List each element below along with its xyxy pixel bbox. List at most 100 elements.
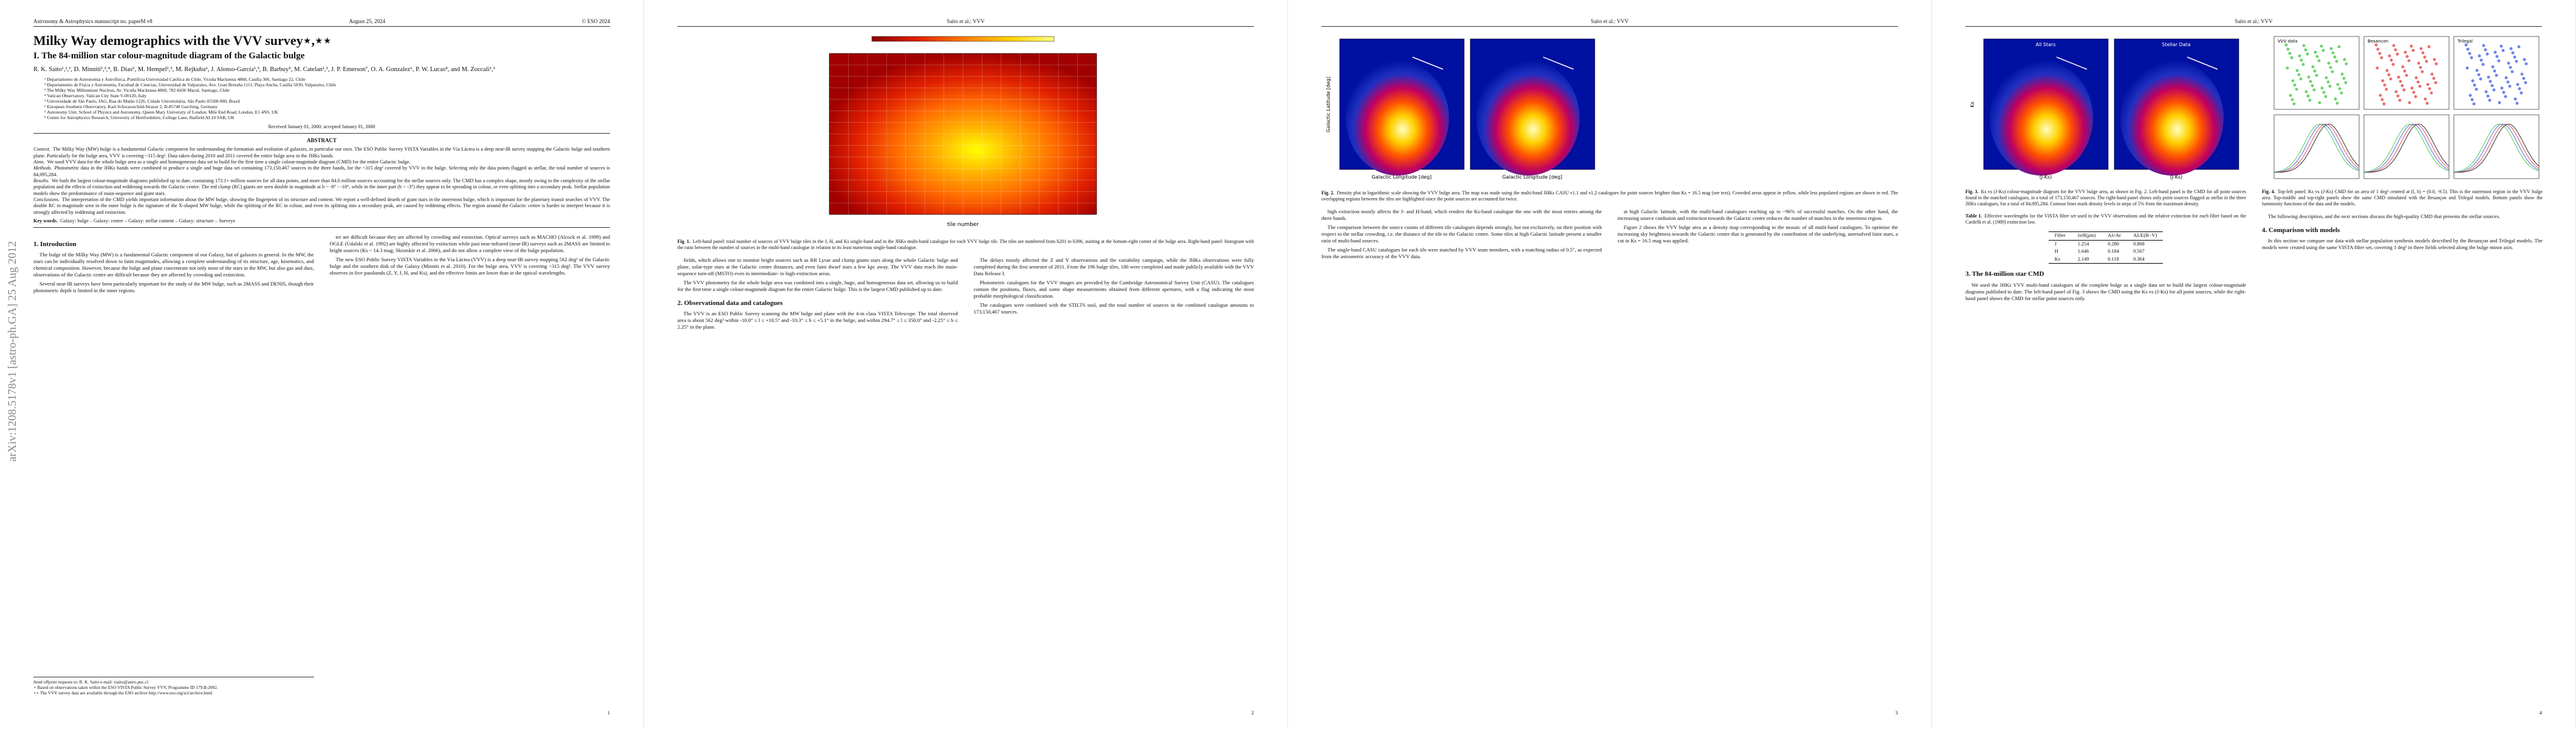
abstract-label: Conclusions. bbox=[33, 197, 60, 203]
cmd-point bbox=[2284, 43, 2288, 47]
cmd-point bbox=[2407, 59, 2411, 63]
cmd-point bbox=[2291, 79, 2295, 83]
cmd-point bbox=[2397, 75, 2400, 79]
cmd-point bbox=[2468, 94, 2472, 97]
paragraph: The VVV is an ESO Public Survey scanning… bbox=[677, 310, 958, 330]
cmd-density bbox=[1476, 60, 1580, 176]
cmd-point bbox=[2473, 83, 2476, 87]
abstract-item: Aims. We used VVV data for the whole bulg… bbox=[33, 159, 610, 165]
cmd-point bbox=[2465, 66, 2469, 70]
cmd-point bbox=[2502, 91, 2506, 94]
running-header: Saito et al.: VVV bbox=[1321, 18, 1898, 27]
table-caption: Table 1. Effective wavelengths for the VI… bbox=[1965, 213, 2246, 225]
cmd-point bbox=[2324, 95, 2328, 98]
cmd-point bbox=[2484, 90, 2488, 94]
cmd-panel bbox=[2453, 36, 2540, 110]
lf-curve bbox=[2363, 123, 2450, 173]
cmd-point bbox=[2497, 59, 2501, 63]
cmd-point bbox=[2315, 55, 2319, 58]
cmd-point bbox=[2327, 61, 2331, 65]
abstract-item: Conclusions. The interpretation of the CM… bbox=[33, 197, 610, 216]
lf-curve bbox=[2273, 123, 2360, 173]
page-number: 1 bbox=[607, 710, 610, 716]
cmd-point bbox=[2486, 94, 2490, 98]
cmd-point bbox=[2416, 80, 2420, 84]
cmd-point bbox=[2495, 55, 2499, 58]
lf-panel bbox=[2273, 114, 2360, 179]
cmd-point bbox=[2489, 80, 2492, 83]
cmd-point bbox=[2385, 87, 2388, 91]
paragraph: We used the JHKs VVV multi-band catalogu… bbox=[1965, 281, 2246, 301]
cmd-point bbox=[2419, 47, 2423, 50]
cmd-point bbox=[2504, 76, 2508, 80]
y-axis-label: Galactic Latitude [deg] bbox=[1326, 77, 1331, 132]
cmd-point bbox=[2313, 69, 2317, 73]
footnotes: Send offprint requests to: R. K. Saito e… bbox=[33, 676, 314, 696]
cmd-point bbox=[2498, 101, 2501, 104]
column: The delays mostly affected the Z and Y o… bbox=[974, 257, 1255, 333]
cmd-density bbox=[1990, 60, 2093, 176]
abstract-label: Methods. bbox=[33, 165, 52, 171]
abstract-text: We built the largest colour-magnitude di… bbox=[33, 178, 610, 196]
footnote: Send offprint requests to: R. K. Saito e… bbox=[33, 679, 148, 685]
cmd-point bbox=[2333, 55, 2337, 59]
paragraph: The following description, and the next … bbox=[2268, 213, 2501, 219]
paragraph: The new ESO Public Survey VISTA Variable… bbox=[329, 256, 611, 276]
header-center: Saito et al.: VVV bbox=[1591, 18, 1629, 24]
cmd-point bbox=[2314, 50, 2317, 54]
columns: 1. Introduction The bulge of the Milky Wa… bbox=[33, 234, 610, 296]
figure: tile number Fig. 1. Left-hand panel: total… bbox=[677, 33, 1254, 251]
cmd-point bbox=[2493, 50, 2497, 54]
caption-label: Fig. 4. bbox=[2262, 189, 2275, 194]
abstract-label: Aims. bbox=[33, 159, 45, 165]
column: at high Galactic latitude, with the mult… bbox=[1618, 208, 1899, 262]
paragraph: Photometric catalogues for the VVV image… bbox=[973, 279, 1255, 299]
cmd-point bbox=[2471, 79, 2475, 83]
section-heading: 2. Observational data and catalogues bbox=[677, 299, 783, 307]
affiliation: ⁷ Astronomy Unit, School of Physics and … bbox=[44, 109, 278, 115]
cmd-point bbox=[2329, 66, 2332, 69]
cmd-point bbox=[2380, 56, 2383, 60]
x-axis-label: tile number bbox=[947, 222, 979, 228]
cmd-point bbox=[2430, 91, 2433, 95]
cmd-point bbox=[2376, 47, 2380, 51]
cmd-point bbox=[2482, 44, 2485, 47]
cmd-point bbox=[2340, 72, 2344, 76]
cmd-point bbox=[2475, 87, 2478, 91]
cmd-point bbox=[2324, 76, 2328, 80]
cmd-point bbox=[2426, 83, 2430, 86]
keywords: Key words. Galaxy: bulge – Galaxy: center… bbox=[33, 218, 610, 224]
table-head: Filter λeff(μm) Aλ/Av Aλ/E(B−V) bbox=[2048, 231, 2163, 241]
cmd-point bbox=[2308, 98, 2312, 102]
cmd-point bbox=[2468, 52, 2472, 55]
cmd-point bbox=[2513, 97, 2517, 101]
cmd-point bbox=[2515, 101, 2519, 105]
cmd-point bbox=[2434, 81, 2437, 84]
abstract: ABSTRACT Context. The Milky Way (MW) bulge… bbox=[33, 133, 610, 228]
header-date: August 25, 2024 bbox=[349, 18, 386, 24]
header-cell: Filter bbox=[2054, 233, 2066, 238]
lf-curve bbox=[2363, 123, 2450, 173]
cmd-point bbox=[2292, 102, 2296, 106]
column: VVV data Besancon Trilegal Fig. 4. Top-left … bbox=[2262, 33, 2543, 304]
cmd-point bbox=[2309, 80, 2312, 83]
figure-caption: Fig. 2. Density plot in logarithmic scale… bbox=[1321, 190, 1898, 202]
cmd-point bbox=[2515, 60, 2518, 63]
abstract-text: We used VVV data for the whole bulge are… bbox=[47, 159, 411, 165]
cmd-point bbox=[2297, 73, 2301, 77]
cmd-point bbox=[2376, 66, 2379, 70]
cmd-point bbox=[2425, 60, 2428, 63]
cmd-density bbox=[1346, 60, 1449, 176]
cmd-point bbox=[2485, 52, 2489, 56]
paragraph: fields, which allows one to monitor brig… bbox=[677, 257, 958, 276]
arrow bbox=[2056, 56, 2088, 70]
table: Filter λeff(μm) Aλ/Av Aλ/E(B−V) J 1.254 0.280 0… bbox=[2048, 231, 2163, 264]
cmd-point bbox=[2380, 98, 2384, 101]
cmd-point bbox=[2475, 69, 2479, 72]
panel-label: Besancon bbox=[2368, 39, 2388, 44]
cell: 0.364 bbox=[2133, 256, 2145, 262]
page-number: 2 bbox=[1251, 710, 1254, 716]
cmd-point bbox=[2311, 65, 2315, 69]
affiliation: ³ The Milky Way Millennium Nucleus, Av. … bbox=[44, 87, 230, 93]
figure: VVV data Besancon Trilegal Fig. 4. Top-left … bbox=[2262, 33, 2543, 207]
